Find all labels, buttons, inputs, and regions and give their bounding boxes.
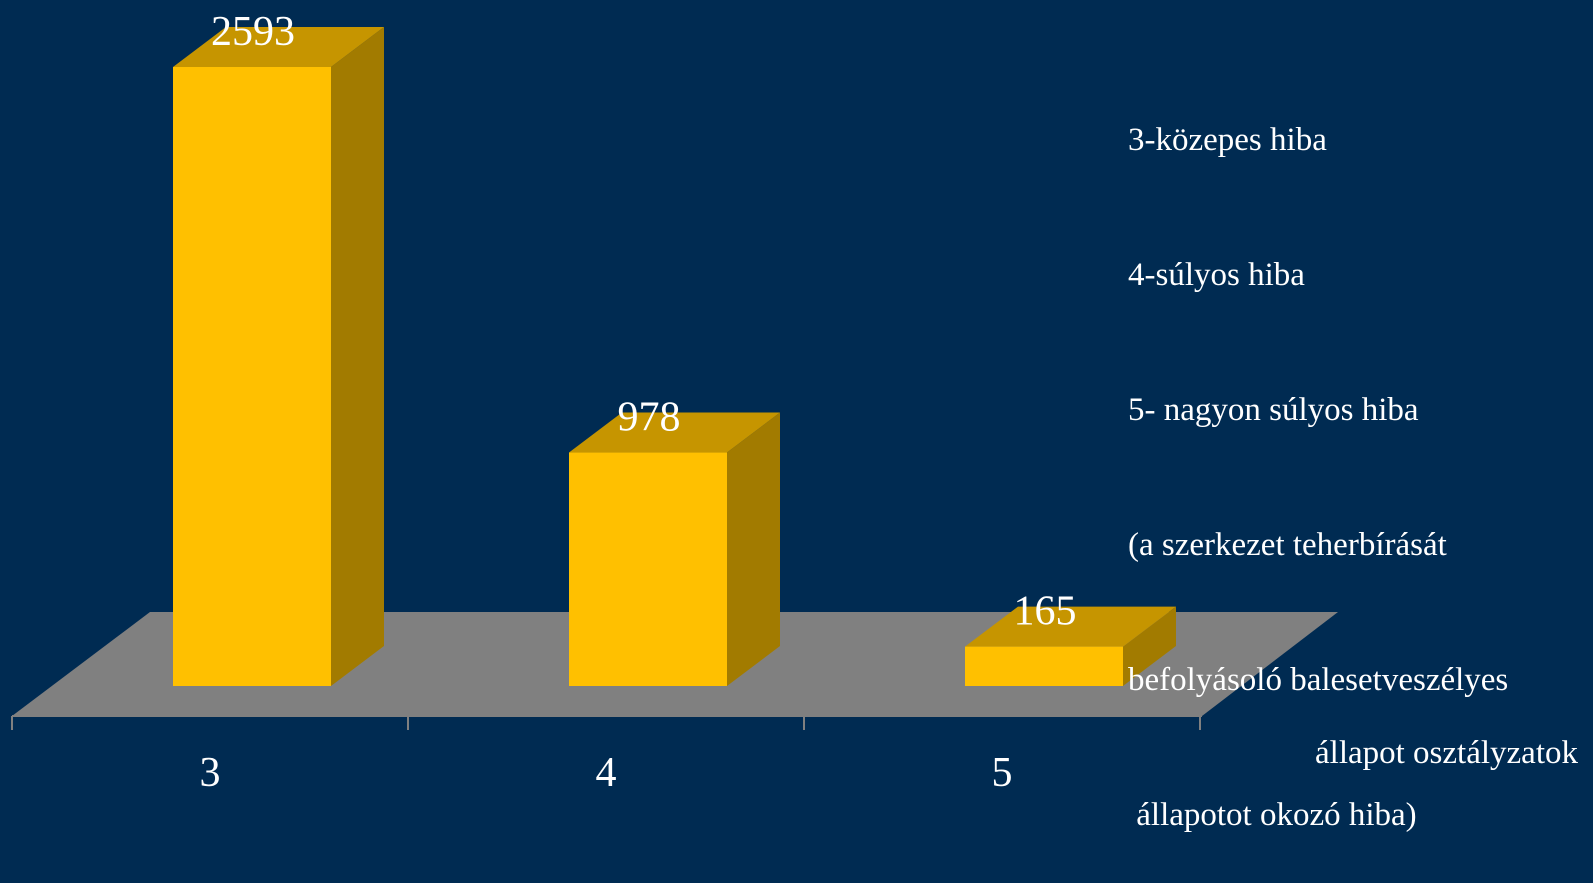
x-axis — [11, 715, 1202, 730]
bar-value-label: 2593 — [211, 9, 295, 55]
x-tick-label: 3 — [200, 750, 221, 788]
legend-text: 3-közepes hiba 4-súlyos hiba 5- nagyon s… — [1128, 28, 1508, 883]
bar-top — [173, 27, 384, 67]
bar — [965, 646, 1123, 686]
legend-line: 3-közepes hiba — [1128, 122, 1327, 158]
labels-group: 2593 3 978 4 165 5 — [200, 9, 1077, 788]
x-tick-label: 5 — [992, 750, 1013, 788]
legend-line: 5- nagyon súlyos hiba — [1128, 392, 1419, 428]
bar-side — [1123, 606, 1176, 686]
legend-line: állapotot okozó hiba) — [1128, 797, 1417, 833]
legend-line: (a szerkezet teherbírását — [1128, 527, 1447, 563]
bar-top — [569, 412, 780, 453]
bar-top — [965, 606, 1176, 647]
bar-chart: 2593 3 978 4 165 5 állapot osztályzatok — [11, 9, 1578, 788]
x-axis-title: állapot osztályzatok — [1315, 735, 1578, 771]
bar-side — [331, 27, 384, 686]
bars-group — [173, 27, 1176, 686]
legend-line: befolyásoló balesetveszélyes — [1128, 662, 1509, 698]
bar-side — [727, 412, 780, 686]
bar — [173, 67, 331, 686]
legend-line: 4-súlyos hiba — [1128, 257, 1305, 293]
x-tick-label: 4 — [596, 750, 617, 788]
bar — [569, 452, 727, 686]
bar-value-label: 165 — [1014, 589, 1077, 635]
bar-value-label: 978 — [618, 395, 681, 441]
